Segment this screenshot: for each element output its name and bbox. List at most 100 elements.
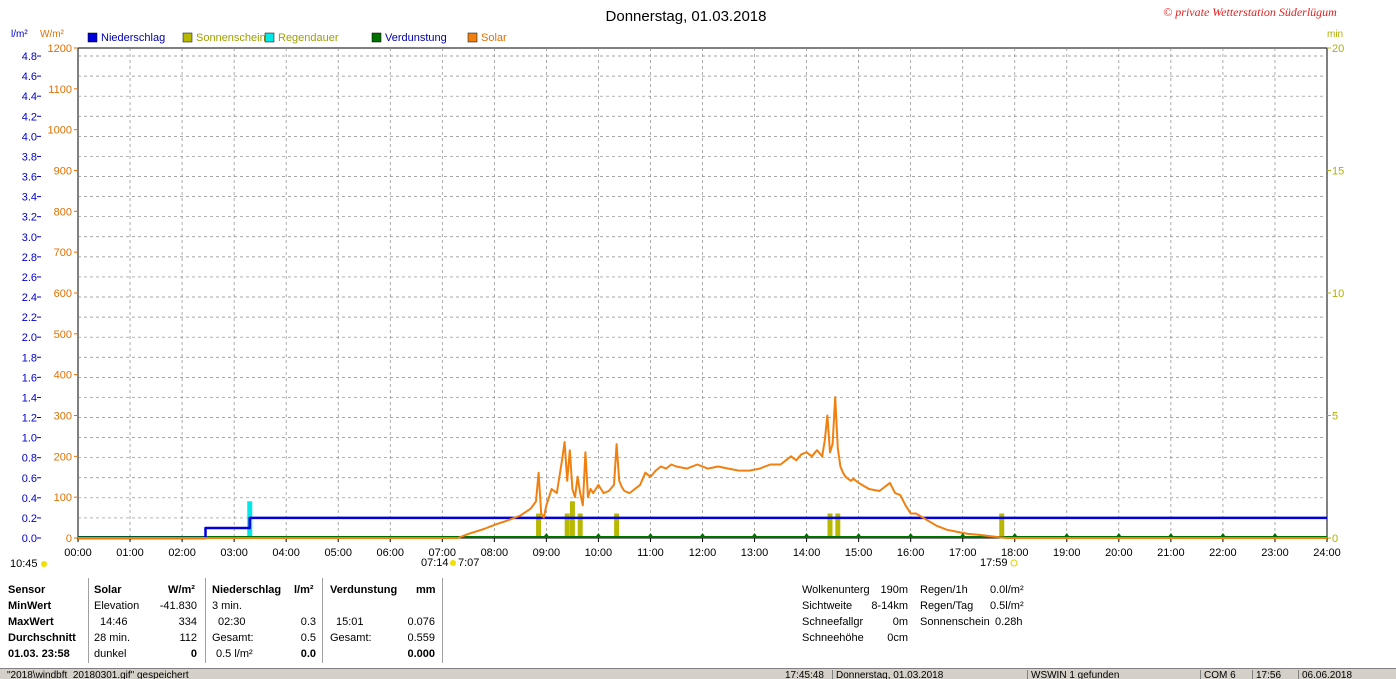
- x-tick-label: 13:00: [741, 547, 769, 559]
- y-tick-label-solar: 0: [66, 533, 72, 545]
- precip-max-value: 0.3: [300, 616, 316, 628]
- solar-avg-label: 28 min.: [94, 632, 131, 644]
- sunshine-bar: [577, 513, 583, 538]
- y-tick-label-precip: 3.4: [22, 192, 37, 204]
- status-message: "2018\windbft_20180301.gif" gespeichert: [7, 670, 189, 679]
- x-tick-label: 04:00: [272, 547, 300, 559]
- sunshine-bar: [564, 513, 570, 538]
- evap-current-value: 0.000: [407, 648, 435, 660]
- info-snowdepth-value: 0cm: [887, 632, 908, 644]
- y-tick-label-solar: 300: [54, 411, 72, 423]
- y-tick-label-solar: 900: [54, 166, 72, 178]
- solar-current-value: 0: [190, 648, 197, 660]
- x-tick-label: 19:00: [1053, 547, 1081, 559]
- sun-icon: [41, 561, 47, 567]
- y-tick-label-precip: 2.6: [22, 272, 37, 284]
- solar-max-value: 334: [178, 616, 197, 628]
- y-tick-label-solar: 1000: [48, 125, 72, 137]
- y-axis-minutes: 0 5 10 15 20: [1327, 43, 1344, 545]
- precip-header: Niederschlag: [212, 584, 282, 596]
- sunrise-icon: [450, 560, 456, 566]
- evaporation-marker: [855, 533, 862, 537]
- y-axis-solar: 0 100 200 300 400 500 600 700 800 900 1000 1100 1200: [48, 43, 78, 545]
- solar-unit: W/m²: [168, 584, 195, 596]
- y-tick-label-solar: 400: [54, 370, 72, 382]
- solar-current-label: dunkel: [94, 648, 127, 660]
- weather-chart: Donnerstag, 01.03.2018 © private Wetters…: [10, 5, 1344, 570]
- x-tick-label: 09:00: [533, 547, 561, 559]
- x-tick-label: 23:00: [1261, 547, 1289, 559]
- sunset-label: 17:59: [980, 557, 1008, 569]
- legend-label: Niederschlag: [101, 32, 165, 44]
- row-label-min: MinWert: [8, 600, 52, 612]
- y-tick-label-solar: 500: [54, 329, 72, 341]
- y-tick-label-precip: 2.0: [22, 332, 37, 344]
- x-tick-label: 12:00: [689, 547, 717, 559]
- y-tick-label-precip: 4.4: [22, 91, 37, 103]
- evap-total-value: 0.559: [407, 632, 435, 644]
- column-divider: [442, 578, 443, 663]
- y-tick-label-precip: 4.0: [22, 131, 37, 143]
- info-sunshine-value: 0.28h: [995, 616, 1023, 628]
- y-tick-label-precip: 3.0: [22, 232, 37, 244]
- info-cloudbase-label: Wolkenunterg: [802, 584, 870, 596]
- legend-swatch: [264, 32, 275, 43]
- x-tick-label: 24:00: [1313, 547, 1341, 559]
- column-divider: [322, 578, 323, 663]
- y-tick-label-minutes: 15: [1332, 166, 1344, 178]
- evap-total-label: Gesamt:: [330, 632, 372, 644]
- precip-total-value: 0.5: [300, 632, 316, 644]
- x-tick-label: 17:00: [949, 547, 977, 559]
- solar-max-label: 14:46: [100, 616, 128, 628]
- status-clock: 17:56: [1252, 670, 1281, 679]
- evaporation-marker: [1011, 533, 1018, 537]
- legend-swatch: [371, 32, 382, 43]
- y-tick-label-precip: 0.2: [22, 513, 37, 525]
- status-date: Donnerstag, 01.03.2018: [832, 670, 943, 679]
- y-tick-label-minutes: 0: [1332, 533, 1338, 545]
- legend: Niederschlag Sonnenschein Regendauer Verdun…: [87, 32, 507, 44]
- x-tick-label: 16:00: [897, 547, 925, 559]
- evaporation-marker: [1063, 533, 1070, 537]
- y-tick-label-solar: 600: [54, 288, 72, 300]
- y-tick-label-precip: 1.8: [22, 352, 37, 364]
- evaporation-marker: [699, 533, 706, 537]
- evap-header: Verdunstung: [330, 584, 398, 596]
- x-tick-label: 21:00: [1157, 547, 1185, 559]
- column-divider: [205, 578, 206, 663]
- y-tick-label-precip: 1.6: [22, 372, 37, 384]
- x-axis: 00:00 01:00 02:00 03:00 04:00 05:00 06:00 07:00…: [64, 538, 1341, 559]
- y-tick-label-solar: 800: [54, 206, 72, 218]
- info-cloudbase-value: 190m: [880, 584, 908, 596]
- y-tick-label-solar: 200: [54, 451, 72, 463]
- y-tick-label-precip: 0.4: [22, 493, 37, 505]
- legend-swatch: [467, 32, 478, 43]
- x-tick-label: 06:00: [376, 547, 404, 559]
- x-tick-label: 15:00: [845, 547, 873, 559]
- x-tick-label: 05:00: [324, 547, 352, 559]
- evaporation-marker: [543, 533, 550, 537]
- unit-solar-label: W/m²: [40, 29, 65, 40]
- precip-current-label: 0.5 l/m²: [216, 648, 253, 660]
- y-axis-precip: 0.0 0.2 0.4 0.6 0.8 1.0 1.2 1.4 1.6 1.8 2.0 2.2 2.4 2…: [22, 51, 41, 545]
- y-tick-label-precip: 0.8: [22, 453, 37, 465]
- precip-current-value: 0.0: [300, 648, 316, 660]
- evaporation-marker: [959, 533, 966, 537]
- y-tick-label-precip: 3.8: [22, 151, 37, 163]
- x-tick-label: 18:00: [1001, 547, 1029, 559]
- sunrise-label: 07:14: [421, 557, 449, 569]
- status-time: 17:45:48: [785, 670, 824, 679]
- y-tick-label-precip: 1.4: [22, 392, 37, 404]
- x-tick-label: 10:00: [585, 547, 613, 559]
- evaporation-marker: [1167, 533, 1174, 537]
- status-today: 06.06.2018: [1298, 670, 1352, 679]
- y-tick-label-precip: 0.6: [22, 473, 37, 485]
- info-snowline-label: Schneefallgr: [802, 616, 864, 628]
- y-tick-label-precip: 4.8: [22, 51, 37, 63]
- x-tick-label: 11:00: [637, 547, 664, 559]
- chart-title: Donnerstag, 01.03.2018: [606, 8, 767, 25]
- x-tick-label: 07:00: [429, 547, 457, 559]
- evap-max-label: 15:01: [336, 616, 364, 628]
- evaporation-marker: [751, 533, 758, 537]
- sunshine-bar: [827, 513, 833, 538]
